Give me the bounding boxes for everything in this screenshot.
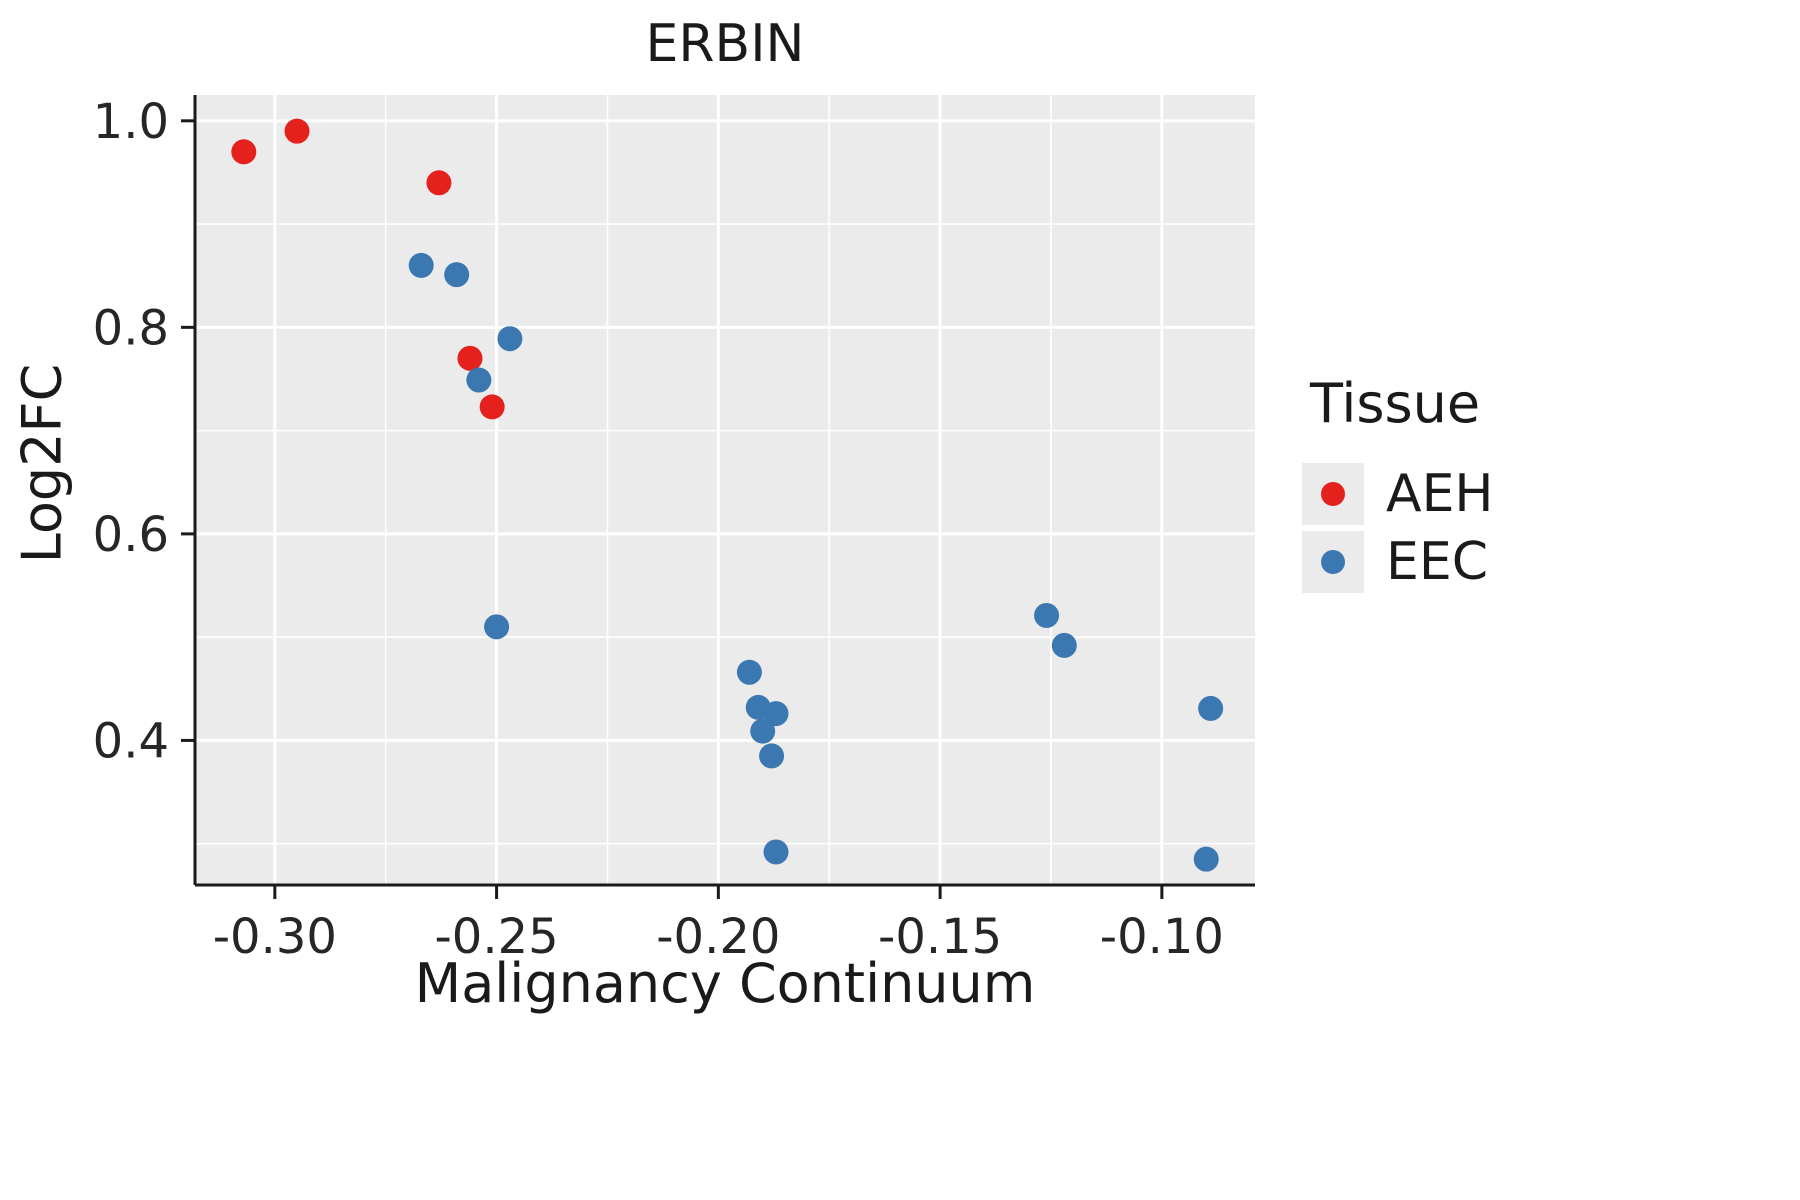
y-axis-label: Log2FC (10, 363, 74, 564)
legend-item-eec: EEC (1302, 531, 1494, 593)
x-axis-label: Malignancy Continuum (414, 952, 1036, 1015)
legend-item-aeh: AEH (1302, 463, 1494, 525)
svg-text:1.0: 1.0 (93, 94, 169, 150)
legend-swatch-aeh-icon (1321, 482, 1345, 506)
svg-text:0.4: 0.4 (93, 713, 169, 769)
svg-text:-0.15: -0.15 (878, 909, 1002, 965)
legend-swatch-eec-icon (1321, 550, 1345, 574)
svg-text:-0.30: -0.30 (213, 909, 337, 965)
legend: Tissue AEH EEC (1302, 372, 1494, 599)
legend-label-aeh: AEH (1386, 464, 1494, 524)
svg-text:0.8: 0.8 (93, 300, 169, 356)
svg-text:-0.10: -0.10 (1100, 909, 1224, 965)
legend-key-box (1302, 531, 1364, 593)
legend-key-box (1302, 463, 1364, 525)
svg-text:-0.25: -0.25 (434, 909, 558, 965)
svg-text:0.6: 0.6 (93, 507, 169, 563)
chart-title: ERBIN (645, 14, 805, 74)
legend-label-eec: EEC (1386, 532, 1489, 592)
legend-title: Tissue (1310, 372, 1481, 435)
svg-text:-0.20: -0.20 (656, 909, 780, 965)
